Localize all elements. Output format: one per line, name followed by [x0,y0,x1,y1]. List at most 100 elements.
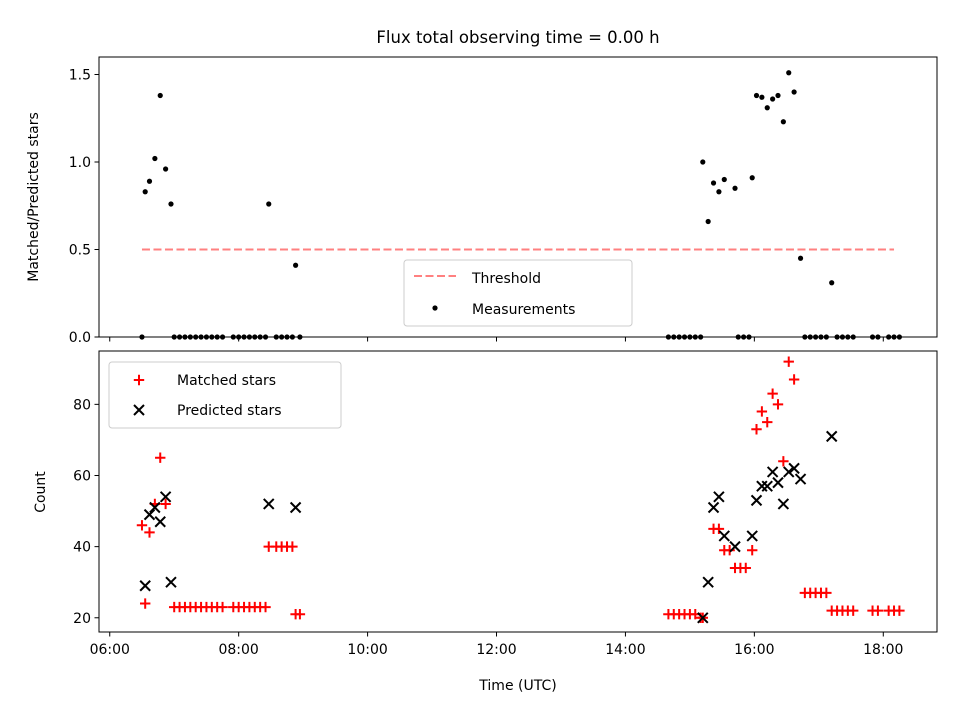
ratio-x-ticks [109,337,884,342]
matched-point [751,424,762,435]
predicted-point [766,466,779,478]
predicted-point [263,498,275,510]
matched-point [294,609,306,620]
measurement-point [293,262,299,268]
predicted-point [154,516,166,528]
measurement-point [705,218,711,225]
predicted-point [139,580,151,592]
legend-measurements-swatch [432,305,438,311]
x-tick-label: 18:00 [863,642,903,658]
count-y-axis-label: Count [33,471,49,513]
matched-point [217,601,228,613]
predicted-point [729,540,741,553]
measurement-point [142,189,148,195]
y-tick-label: 1.5 [69,68,91,84]
predicted-point [783,466,795,478]
predicted-point [788,462,800,475]
matched-point [756,406,768,417]
count-y-ticks: 20 40 60 80 [73,397,99,627]
predicted-point [702,576,714,588]
predicted-point [159,491,172,503]
x-tick-label: 12:00 [476,642,516,658]
x-tick-label: 06:00 [90,642,130,658]
predicted-point [149,501,161,514]
x-tick-label: 16:00 [734,642,774,658]
ratio-y-ticks: 0.0 0.5 1.0 1.5 [69,68,99,346]
measurement-point [764,105,770,111]
matched-point [848,605,859,616]
measurement-point [710,180,717,186]
ratio-y-axis-label: Matched/Predicted stars [26,112,42,282]
legend-predicted-swatch [133,404,145,416]
measurement-point [716,189,722,195]
ratio-axes-frame [98,56,938,338]
predicted-point [697,612,709,624]
matched-point [772,399,784,410]
count-marks [136,356,905,624]
legend-box [403,259,633,327]
measurement-point [732,185,738,191]
predicted-point [756,480,768,492]
predicted-point [289,501,302,514]
matched-point [160,498,171,510]
y-tick-label: 0.0 [69,330,91,346]
matched-point [287,541,298,552]
legend-measurements-label: Measurements [472,302,575,318]
measurement-point [775,92,781,99]
measurement-point [759,94,765,100]
measurement-point [168,201,174,207]
matched-point [144,527,155,538]
y-tick-label: 60 [73,468,91,484]
predicted-point [777,498,790,510]
legend-matched-swatch [133,374,145,386]
y-tick-label: 40 [73,540,91,556]
predicted-point [143,508,156,521]
measurement-point [749,175,755,181]
matched-point [783,356,794,367]
matched-point [778,456,789,467]
matched-point [740,562,751,574]
x-tick-label: 14:00 [605,642,645,658]
measurement-point [152,155,158,162]
measurement-point [721,176,727,183]
matched-point [260,601,271,613]
measurement-point [700,159,706,165]
measurement-point [829,280,835,286]
legend-threshold-label: Threshold [471,271,541,287]
matched-point [762,416,773,428]
count-x-ticks: 06:00 08:00 10:00 12:00 14:00 16:00 18:00 [90,632,903,658]
matched-point [155,452,166,463]
predicted-point [826,430,838,443]
measurement-point [786,70,792,76]
predicted-point [707,501,720,514]
figure-title: Flux total observing time = 0.00 h [376,28,659,47]
matched-point [139,598,151,609]
measurement-point [157,92,163,99]
y-tick-label: 20 [73,611,91,627]
count-legend: Matched stars Predicted stars [108,361,342,429]
count-x-axis-label: Time (UTC) [478,678,556,694]
measurement-point [146,178,153,184]
legend-matched-label: Matched stars [177,373,276,389]
measurement-point [163,166,169,172]
predicted-point [794,473,807,485]
matched-point [713,523,725,535]
measurement-point [780,119,786,125]
legend-box [108,361,342,429]
matched-point [788,374,800,385]
count-axes-frame [98,350,938,633]
y-tick-label: 1.0 [69,155,91,171]
matched-point [136,520,148,531]
matched-point [821,587,832,599]
predicted-point [718,530,730,542]
measurement-point [770,96,776,102]
matched-point [872,605,884,616]
predicted-point [713,491,725,503]
measurement-point [797,255,804,261]
measurement-point [791,89,797,95]
x-tick-label: 10:00 [347,642,387,658]
matched-point [747,544,758,556]
y-tick-label: 0.5 [69,243,91,259]
legend-predicted-label: Predicted stars [177,403,282,419]
predicted-point [772,476,784,489]
